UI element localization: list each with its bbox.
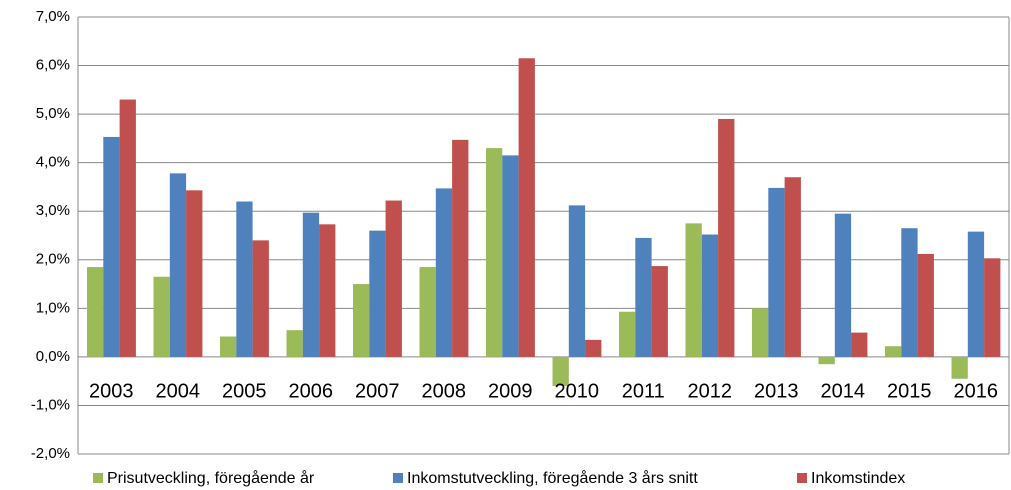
legend-swatch <box>393 473 403 483</box>
bar <box>967 231 985 357</box>
bar <box>435 188 453 357</box>
bar <box>984 258 1001 357</box>
bar <box>901 228 918 357</box>
bar <box>252 240 269 357</box>
bar <box>319 224 336 357</box>
x-tick-label: 2009 <box>488 380 533 402</box>
bar <box>784 177 801 357</box>
bar <box>685 223 702 357</box>
bar <box>651 266 668 357</box>
x-tick-label: 2014 <box>821 380 866 402</box>
bar <box>701 234 719 357</box>
x-tick-label: 2008 <box>422 380 467 402</box>
x-tick-label: 2010 <box>555 380 600 402</box>
bar <box>518 58 535 357</box>
bar <box>452 139 469 357</box>
y-tick-label: -2,0% <box>31 445 70 462</box>
bar <box>286 330 303 357</box>
x-tick-label: 2005 <box>222 380 267 402</box>
bar <box>635 237 652 357</box>
bar <box>220 336 237 357</box>
y-tick-label: 0,0% <box>36 348 70 365</box>
bar <box>768 187 785 357</box>
bar <box>502 155 519 357</box>
bar <box>552 356 569 387</box>
bar <box>917 253 934 357</box>
bar <box>385 200 402 357</box>
bar <box>585 339 602 357</box>
x-tick-label: 2004 <box>156 380 201 402</box>
y-tick-label: 3,0% <box>36 202 70 219</box>
bar <box>103 136 120 357</box>
bar <box>153 276 170 357</box>
bar <box>951 356 968 379</box>
bar <box>302 212 320 357</box>
bar <box>486 148 503 357</box>
bar <box>619 311 636 357</box>
legend-label: Inkomstindex <box>811 470 905 487</box>
x-tick-label: 2003 <box>89 380 134 402</box>
x-tick-label: 2011 <box>622 380 665 402</box>
legend-label: Inkomstutveckling, föregående 3 års snit… <box>407 469 698 487</box>
y-tick-label: 2,0% <box>36 251 70 268</box>
bar <box>568 205 586 357</box>
x-tick-label: 2016 <box>954 380 999 402</box>
bar <box>353 284 370 357</box>
bar <box>419 267 436 357</box>
bar <box>119 99 136 357</box>
bar <box>718 118 735 357</box>
bar <box>834 213 852 357</box>
bar <box>851 332 868 357</box>
bar <box>87 267 104 357</box>
x-tick-label: 2012 <box>688 380 733 402</box>
legend-swatch <box>797 473 807 483</box>
bar <box>818 356 835 365</box>
bar <box>885 346 902 357</box>
legend-label: Prisutveckling, föregående år <box>107 469 315 487</box>
y-tick-label: 5,0% <box>36 105 70 122</box>
legend-swatch <box>93 473 103 483</box>
bar <box>236 201 253 357</box>
x-tick-label: 2006 <box>289 380 334 402</box>
x-tick-label: 2013 <box>754 380 799 402</box>
y-tick-label: 7,0% <box>36 8 70 25</box>
y-tick-label: 6,0% <box>36 57 70 74</box>
bar <box>186 190 203 357</box>
x-tick-label: 2015 <box>887 380 932 402</box>
y-tick-label: 1,0% <box>36 299 70 316</box>
x-tick-label: 2007 <box>355 380 400 402</box>
y-tick-label: 4,0% <box>36 154 70 171</box>
bar <box>169 173 187 357</box>
bar <box>369 230 386 357</box>
y-tick-label: -1,0% <box>31 396 70 413</box>
bar <box>752 308 769 357</box>
